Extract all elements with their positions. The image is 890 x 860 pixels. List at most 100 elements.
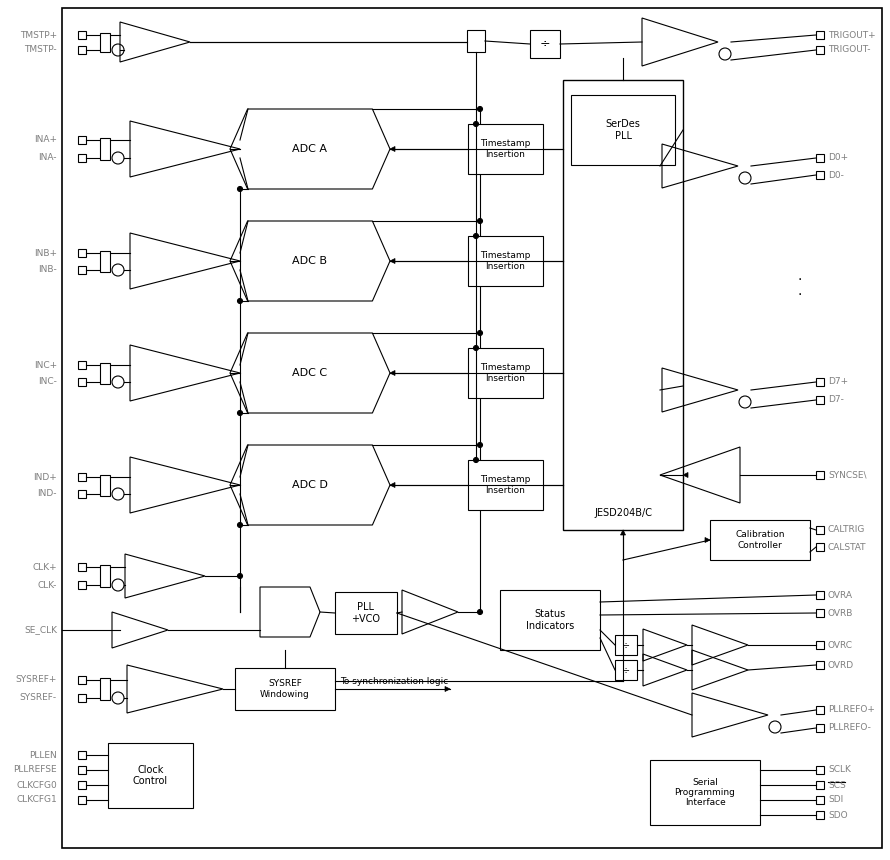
Bar <box>468 124 543 174</box>
Bar <box>100 475 110 496</box>
Text: ÷: ÷ <box>622 640 630 650</box>
Bar <box>615 660 637 680</box>
Text: ADC B: ADC B <box>293 256 328 266</box>
Bar <box>816 154 824 162</box>
Text: D0-: D0- <box>828 170 844 180</box>
Circle shape <box>238 187 242 192</box>
Text: CALTRIG: CALTRIG <box>828 525 865 535</box>
Polygon shape <box>390 259 395 263</box>
Text: IND+: IND+ <box>33 472 57 482</box>
Polygon shape <box>705 538 710 543</box>
Text: SerDes
PLL: SerDes PLL <box>605 120 641 141</box>
Text: Clock
Control: Clock Control <box>133 765 168 786</box>
Bar <box>235 668 335 710</box>
Text: ADC A: ADC A <box>293 144 328 154</box>
Text: D0+: D0+ <box>828 153 848 163</box>
Text: Timestamp
Insertion: Timestamp Insertion <box>481 139 530 159</box>
Bar <box>78 490 86 498</box>
Text: INA+: INA+ <box>34 136 57 144</box>
Bar <box>816 641 824 649</box>
Bar <box>816 526 824 534</box>
Text: OVRD: OVRD <box>828 660 854 669</box>
Circle shape <box>238 410 242 415</box>
Bar <box>100 251 110 272</box>
Text: SE_CLK: SE_CLK <box>24 625 57 635</box>
Text: Timestamp
Insertion: Timestamp Insertion <box>481 476 530 494</box>
Bar <box>816 766 824 774</box>
Bar <box>816 591 824 599</box>
Bar <box>816 171 824 179</box>
Bar <box>78 378 86 386</box>
Text: PLL
+VCO: PLL +VCO <box>352 602 381 624</box>
Circle shape <box>473 346 479 351</box>
Circle shape <box>478 330 482 335</box>
Text: D7+: D7+ <box>828 378 848 386</box>
Text: Timestamp
Insertion: Timestamp Insertion <box>481 251 530 271</box>
Bar <box>816 781 824 789</box>
Circle shape <box>473 234 479 238</box>
Text: OVRA: OVRA <box>828 591 853 599</box>
Bar <box>335 592 397 634</box>
Bar <box>78 563 86 571</box>
Bar <box>816 706 824 714</box>
Bar <box>816 31 824 39</box>
Bar <box>816 471 824 479</box>
Bar <box>78 266 86 274</box>
Text: Status
Indicators: Status Indicators <box>526 609 574 630</box>
Bar <box>468 460 543 510</box>
Circle shape <box>238 574 242 579</box>
Circle shape <box>478 610 482 615</box>
Polygon shape <box>620 530 626 535</box>
Text: PLLEN: PLLEN <box>29 751 57 759</box>
Text: CLK-: CLK- <box>37 580 57 589</box>
Bar <box>78 46 86 54</box>
Circle shape <box>478 443 482 447</box>
Text: TMSTP-: TMSTP- <box>24 46 57 54</box>
Text: SCLK: SCLK <box>828 765 851 775</box>
Text: Timestamp
Insertion: Timestamp Insertion <box>481 363 530 383</box>
Circle shape <box>478 107 482 112</box>
Circle shape <box>238 523 242 527</box>
Text: CALSTAT: CALSTAT <box>828 543 867 551</box>
Text: CLK+: CLK+ <box>32 562 57 572</box>
Text: SYSREF
Windowing: SYSREF Windowing <box>260 679 310 698</box>
Text: INC-: INC- <box>38 378 57 386</box>
Text: PLLREFO-: PLLREFO- <box>828 723 871 733</box>
Text: ·: · <box>797 288 802 302</box>
Text: SYSREF-: SYSREF- <box>20 693 57 703</box>
Text: TRIGOUT-: TRIGOUT- <box>828 46 870 54</box>
Text: Calibration
Controller: Calibration Controller <box>735 531 785 550</box>
Text: SCS: SCS <box>828 781 846 789</box>
Polygon shape <box>390 146 395 151</box>
Text: PLLREFSE: PLLREFSE <box>13 765 57 775</box>
Polygon shape <box>390 482 395 488</box>
Bar <box>78 361 86 369</box>
Polygon shape <box>445 686 450 691</box>
Bar <box>467 30 485 52</box>
Circle shape <box>473 458 479 463</box>
Bar <box>100 363 110 384</box>
Bar <box>816 724 824 732</box>
Bar <box>615 635 637 655</box>
Bar <box>816 609 824 617</box>
Bar <box>816 543 824 551</box>
Text: INA-: INA- <box>38 153 57 163</box>
Bar <box>100 678 110 700</box>
Bar <box>530 30 560 58</box>
Bar <box>816 396 824 404</box>
Bar <box>78 781 86 789</box>
Bar <box>78 581 86 589</box>
Text: INB-: INB- <box>38 266 57 274</box>
Text: SDI: SDI <box>828 796 843 804</box>
Text: CLKCFG1: CLKCFG1 <box>16 796 57 804</box>
Text: INC+: INC+ <box>34 360 57 370</box>
Text: OVRB: OVRB <box>828 609 854 617</box>
Bar <box>78 796 86 804</box>
Bar <box>816 811 824 819</box>
Bar <box>100 33 110 52</box>
Text: OVRC: OVRC <box>828 641 853 649</box>
Text: SYNCSE\: SYNCSE\ <box>828 470 867 480</box>
Text: D7-: D7- <box>828 396 844 404</box>
Polygon shape <box>683 472 688 477</box>
Bar <box>500 590 600 650</box>
